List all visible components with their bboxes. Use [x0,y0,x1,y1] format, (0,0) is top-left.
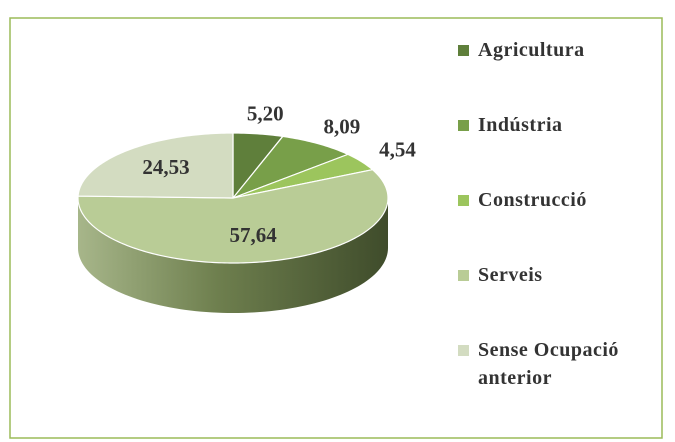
pie: 5,20 8,09 4,54 57,64 24,53 [77,102,416,313]
legend-swatch [458,45,469,56]
legend-item: Sense Ocupació anterior [458,336,658,411]
legend-item: Indústria [458,111,658,186]
legend-label: Sense Ocupació anterior [478,339,619,389]
legend-label: Indústria [478,114,563,136]
legend-label: Serveis [478,264,543,286]
data-label: 24,53 [142,155,189,179]
legend-swatch [458,345,469,356]
pie-slice [77,132,234,199]
legend-item: Construcció [458,186,658,261]
legend-swatch [458,195,469,206]
pie-side [78,198,388,313]
pie-slice [232,153,374,199]
legend-swatch [458,120,469,131]
chart-border [9,17,663,439]
legend-label: Construcció [478,189,587,211]
pie-slice [77,169,389,264]
data-label: 8,09 [323,114,360,138]
legend-item: Serveis [458,261,658,336]
data-label: 4,54 [379,137,416,161]
data-label: 57,64 [229,223,277,247]
legend: Agricultura Indústria Construcció Serveis Se… [458,36,658,411]
pie-slice [231,135,350,200]
legend-swatch [458,270,469,281]
data-label: 5,20 [247,102,284,126]
legend-label: Agricultura [478,39,585,61]
legend-item: Agricultura [458,36,658,111]
